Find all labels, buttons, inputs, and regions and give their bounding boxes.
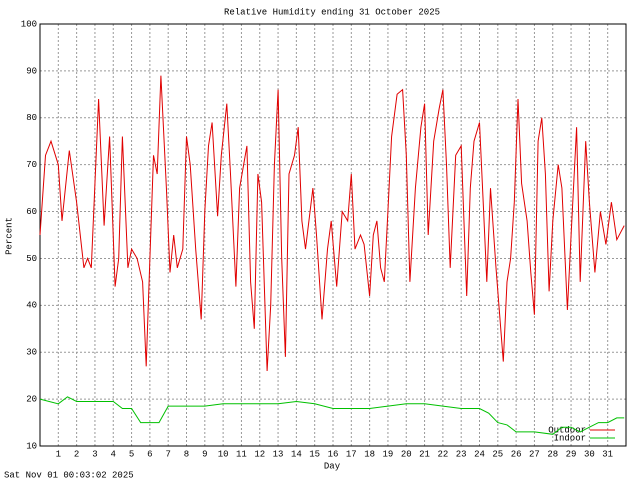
y-tick-label: 40 [26, 301, 37, 311]
x-tick-label: 18 [364, 449, 375, 459]
x-tick-label: 13 [273, 449, 284, 459]
x-tick-label: 4 [111, 449, 116, 459]
x-tick-label: 2 [74, 449, 79, 459]
x-tick-label: 21 [419, 449, 430, 459]
x-tick-label: 27 [529, 449, 540, 459]
x-tick-label: 12 [254, 449, 265, 459]
data-line [39, 75, 625, 372]
x-tick-label: 1 [56, 449, 61, 459]
legend-label: Outdoor [548, 425, 586, 435]
x-tick-label: 7 [165, 449, 170, 459]
y-tick-label: 30 [26, 348, 37, 358]
chart-title: Relative Humidity ending 31 October 2025 [224, 7, 440, 17]
y-tick-label: 80 [26, 113, 37, 123]
y-tick-label: 20 [26, 394, 37, 404]
x-tick-label: 23 [456, 449, 467, 459]
x-tick-label: 17 [346, 449, 357, 459]
x-tick-label: 10 [218, 449, 229, 459]
x-tick-label: 22 [437, 449, 448, 459]
x-tick-label: 24 [474, 449, 485, 459]
x-tick-label: 28 [547, 449, 558, 459]
x-tick-label: 26 [511, 449, 522, 459]
x-tick-label: 31 [602, 449, 613, 459]
x-tick-label: 14 [291, 449, 302, 459]
y-tick-label: 50 [26, 254, 37, 264]
y-tick-label: 90 [26, 66, 37, 76]
legend-label: Indoor [554, 433, 586, 443]
x-tick-label: 3 [92, 449, 97, 459]
x-tick-label: 9 [202, 449, 207, 459]
data-line [39, 396, 625, 435]
footer-timestamp: Sat Nov 01 00:03:02 2025 [4, 470, 134, 480]
x-tick-label: 20 [401, 449, 412, 459]
x-tick-label: 6 [147, 449, 152, 459]
x-tick-label: 25 [492, 449, 503, 459]
x-tick-label: 8 [184, 449, 189, 459]
x-tick-label: 29 [566, 449, 577, 459]
x-tick-label: 15 [309, 449, 320, 459]
x-tick-label: 16 [328, 449, 339, 459]
y-tick-label: 100 [21, 19, 37, 29]
y-axis-label: Percent [4, 217, 14, 255]
y-tick-label: 10 [26, 441, 37, 451]
x-tick-label: 19 [383, 449, 394, 459]
x-tick-label: 5 [129, 449, 134, 459]
x-tick-label: 30 [584, 449, 595, 459]
x-axis-label: Day [324, 461, 341, 471]
y-tick-label: 70 [26, 160, 37, 170]
y-tick-label: 60 [26, 207, 37, 217]
x-tick-label: 11 [236, 449, 247, 459]
